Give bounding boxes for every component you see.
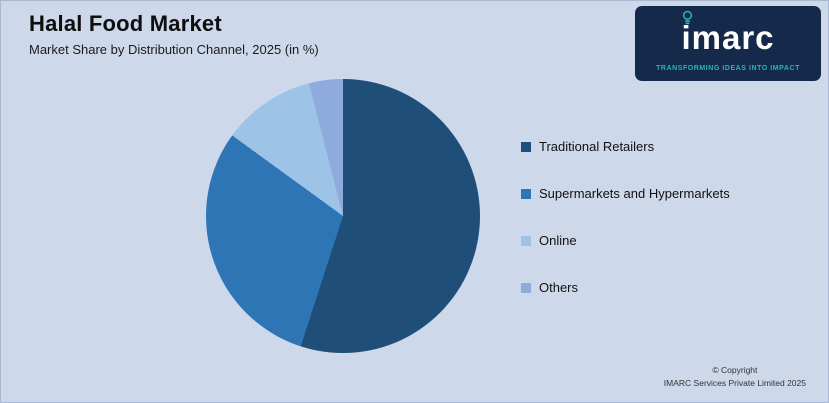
logo-brand-text: imarc xyxy=(681,19,775,56)
legend-label: Traditional Retailers xyxy=(539,139,655,154)
pie-chart xyxy=(206,79,480,353)
copyright-line2: IMARC Services Private Limited 2025 xyxy=(663,378,806,389)
legend-item-online: Online xyxy=(521,233,730,248)
legend-label: Others xyxy=(539,280,579,295)
page-subtitle: Market Share by Distribution Channel, 20… xyxy=(29,42,319,57)
imarc-logo: imarc TRANSFORMING IDEAS INTO IMPACT xyxy=(635,6,821,81)
legend-item-traditional-retailers: Traditional Retailers xyxy=(521,139,730,154)
logo-tagline: TRANSFORMING IDEAS INTO IMPACT xyxy=(656,65,800,72)
legend-marker xyxy=(521,282,531,293)
copyright-line1: © Copyright xyxy=(712,364,758,375)
legend-label: Supermarkets and Hypermarkets xyxy=(539,186,730,201)
legend-marker xyxy=(521,188,531,199)
legend-marker xyxy=(521,235,531,246)
copyright: © Copyright IMARC Services Private Limit… xyxy=(664,364,806,391)
legend-item-supermarkets-hypermarkets: Supermarkets and Hypermarkets xyxy=(521,186,730,201)
legend-item-others: Others xyxy=(521,280,730,295)
legend-label: Online xyxy=(539,233,577,248)
page-title: Halal Food Market xyxy=(29,11,222,36)
legend-marker xyxy=(521,141,531,152)
legend: Traditional Retailers Supermarkets and H… xyxy=(521,139,730,295)
lightbulb-icon xyxy=(682,10,693,25)
